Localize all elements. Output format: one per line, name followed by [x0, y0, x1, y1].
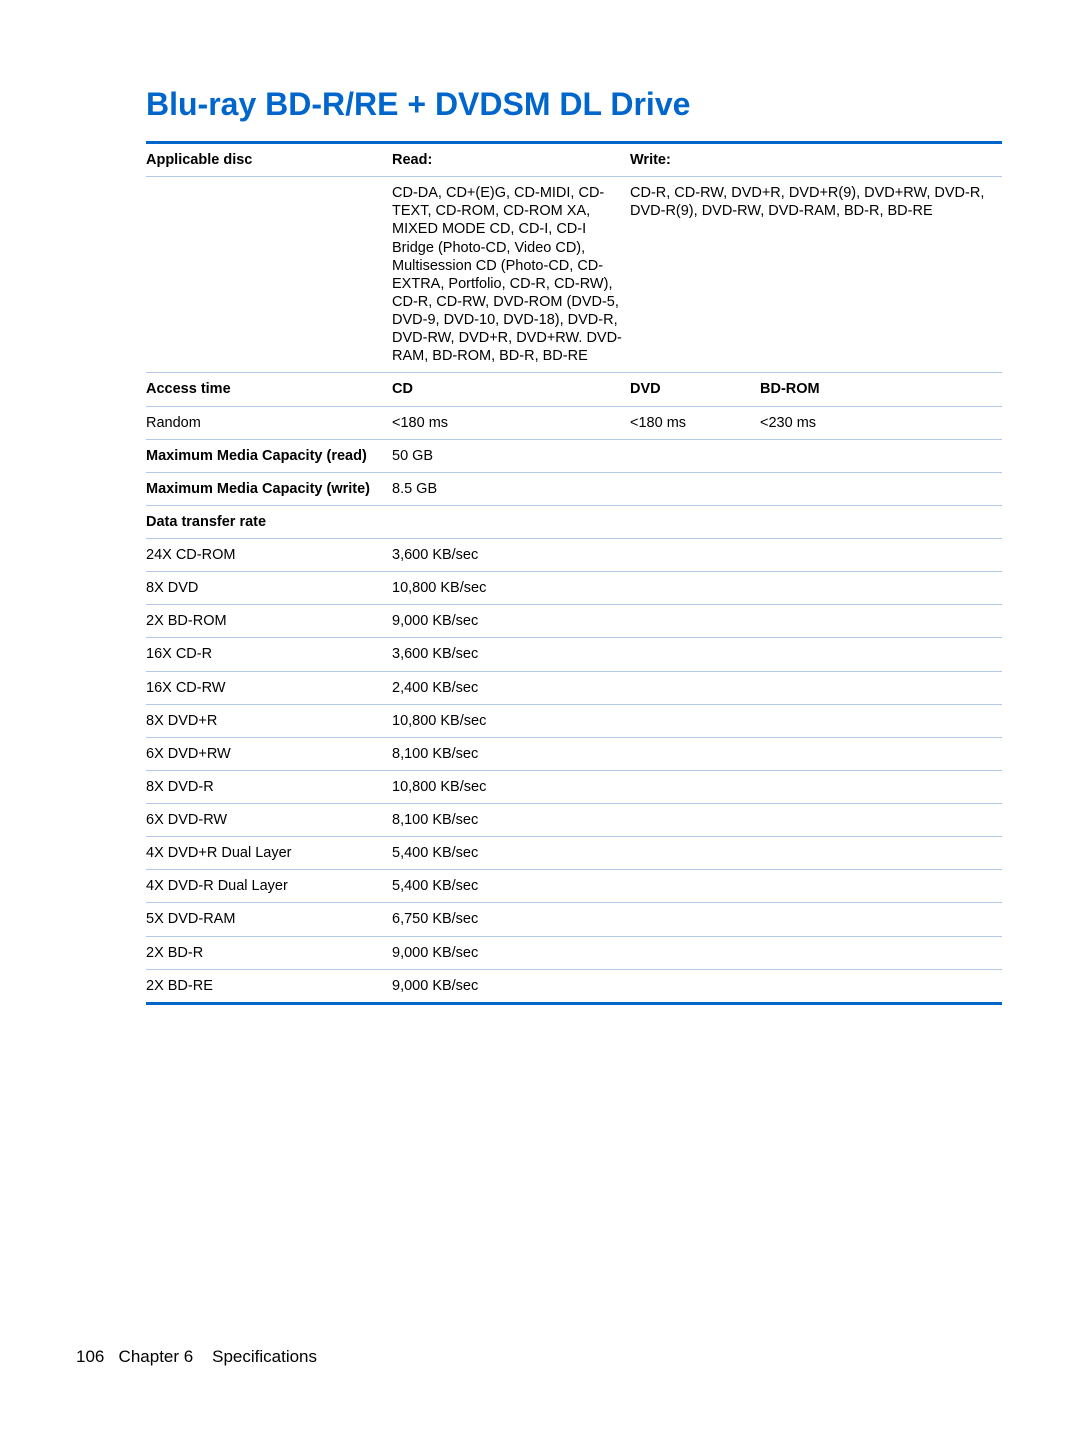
rate-value: 10,800 KB/sec: [392, 704, 1002, 737]
rate-name: 6X DVD-RW: [146, 804, 392, 837]
rate-value: 10,800 KB/sec: [392, 770, 1002, 803]
rate-value: 8,100 KB/sec: [392, 737, 1002, 770]
rates-body: 24X CD-ROM3,600 KB/sec8X DVD10,800 KB/se…: [146, 539, 1002, 1004]
rate-row: 6X DVD-RW8,100 KB/sec: [146, 804, 1002, 837]
rate-name: 16X CD-RW: [146, 671, 392, 704]
rate-value: 5,400 KB/sec: [392, 837, 1002, 870]
max-read-row: Maximum Media Capacity (read) 50 GB: [146, 439, 1002, 472]
rate-row: 16X CD-R3,600 KB/sec: [146, 638, 1002, 671]
rate-name: 6X DVD+RW: [146, 737, 392, 770]
rate-name: 2X BD-ROM: [146, 605, 392, 638]
rate-row: 8X DVD-R10,800 KB/sec: [146, 770, 1002, 803]
rate-row: 4X DVD+R Dual Layer5,400 KB/sec: [146, 837, 1002, 870]
max-read-value: 50 GB: [392, 439, 1002, 472]
rate-row: 2X BD-RE9,000 KB/sec: [146, 969, 1002, 1003]
rate-header: Data transfer rate: [146, 505, 1002, 538]
rate-row: 4X DVD-R Dual Layer5,400 KB/sec: [146, 870, 1002, 903]
max-write-value: 8.5 GB: [392, 472, 1002, 505]
spec-table: Applicable disc Read: Write: CD-DA, CD+(…: [146, 141, 1002, 1005]
max-write-label: Maximum Media Capacity (write): [146, 472, 392, 505]
rate-name: 2X BD-R: [146, 936, 392, 969]
access-dvd-label: DVD: [630, 373, 760, 406]
access-random-row: Random <180 ms <180 ms <230 ms: [146, 406, 1002, 439]
header-row: Applicable disc Read: Write:: [146, 143, 1002, 177]
rate-row: 2X BD-R9,000 KB/sec: [146, 936, 1002, 969]
rate-value: 9,000 KB/sec: [392, 605, 1002, 638]
rate-value: 3,600 KB/sec: [392, 539, 1002, 572]
page: Blu-ray BD-R/RE + DVDSM DL Drive Applica…: [0, 0, 1080, 1437]
rate-row: 5X DVD-RAM6,750 KB/sec: [146, 903, 1002, 936]
access-random-cd: <180 ms: [392, 406, 630, 439]
rate-value: 3,600 KB/sec: [392, 638, 1002, 671]
rate-name: 16X CD-R: [146, 638, 392, 671]
read-label: Read:: [392, 143, 630, 177]
rate-value: 2,400 KB/sec: [392, 671, 1002, 704]
rate-row: 8X DVD+R10,800 KB/sec: [146, 704, 1002, 737]
rate-name: 2X BD-RE: [146, 969, 392, 1003]
access-time-label: Access time: [146, 373, 392, 406]
page-number: 106: [76, 1347, 104, 1366]
rate-header-row: Data transfer rate: [146, 505, 1002, 538]
chapter-label: Chapter 6: [119, 1347, 194, 1366]
access-random-bdrom: <230 ms: [760, 406, 1002, 439]
max-read-label: Maximum Media Capacity (read): [146, 439, 392, 472]
access-random-label: Random: [146, 406, 392, 439]
applicable-blank: [146, 177, 392, 373]
rate-name: 4X DVD+R Dual Layer: [146, 837, 392, 870]
rate-value: 5,400 KB/sec: [392, 870, 1002, 903]
section-label: Specifications: [212, 1347, 317, 1366]
rate-value: 8,100 KB/sec: [392, 804, 1002, 837]
rate-value: 9,000 KB/sec: [392, 936, 1002, 969]
access-cd-label: CD: [392, 373, 630, 406]
rate-row: 2X BD-ROM9,000 KB/sec: [146, 605, 1002, 638]
rate-name: 5X DVD-RAM: [146, 903, 392, 936]
rate-name: 8X DVD-R: [146, 770, 392, 803]
rate-row: 16X CD-RW2,400 KB/sec: [146, 671, 1002, 704]
rate-row: 8X DVD10,800 KB/sec: [146, 572, 1002, 605]
max-write-row: Maximum Media Capacity (write) 8.5 GB: [146, 472, 1002, 505]
rate-value: 9,000 KB/sec: [392, 969, 1002, 1003]
applicable-disc-label: Applicable disc: [146, 143, 392, 177]
rate-name: 8X DVD: [146, 572, 392, 605]
rate-name: 24X CD-ROM: [146, 539, 392, 572]
rate-row: 24X CD-ROM3,600 KB/sec: [146, 539, 1002, 572]
rate-row: 6X DVD+RW8,100 KB/sec: [146, 737, 1002, 770]
page-title: Blu-ray BD-R/RE + DVDSM DL Drive: [76, 86, 1004, 123]
rate-name: 8X DVD+R: [146, 704, 392, 737]
access-random-dvd: <180 ms: [630, 406, 760, 439]
applicable-values-row: CD-DA, CD+(E)G, CD-MIDI, CD-TEXT, CD-ROM…: [146, 177, 1002, 373]
rate-name: 4X DVD-R Dual Layer: [146, 870, 392, 903]
write-label: Write:: [630, 143, 1002, 177]
access-header-row: Access time CD DVD BD-ROM: [146, 373, 1002, 406]
page-footer: 106 Chapter 6 Specifications: [76, 1347, 317, 1367]
access-bdrom-label: BD-ROM: [760, 373, 1002, 406]
applicable-read-text: CD-DA, CD+(E)G, CD-MIDI, CD-TEXT, CD-ROM…: [392, 177, 630, 373]
applicable-write-text: CD-R, CD-RW, DVD+R, DVD+R(9), DVD+RW, DV…: [630, 177, 1002, 373]
rate-value: 10,800 KB/sec: [392, 572, 1002, 605]
rate-value: 6,750 KB/sec: [392, 903, 1002, 936]
